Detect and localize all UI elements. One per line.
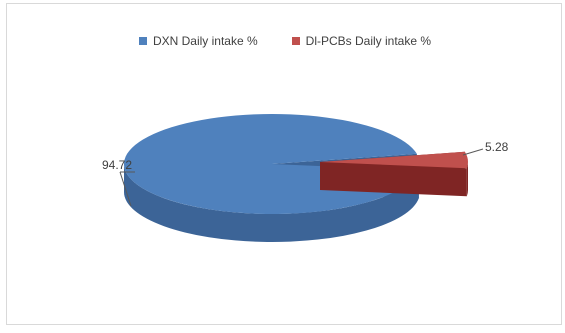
leader-line-dxn (119, 171, 135, 207)
legend-swatch-dxn (138, 37, 147, 45)
data-label-dxn: 94.72 (102, 158, 132, 172)
legend-item-dl-pcbs: Dl-PCBs Daily intake % (291, 34, 432, 48)
legend-swatch-dl-pcbs (291, 37, 300, 45)
pie-slice-dxn-side (124, 164, 419, 242)
chart-area: DXN Daily intake % Dl-PCBs Daily intake … (6, 3, 562, 325)
pie-layer (124, 113, 468, 242)
legend-item-dxn: DXN Daily intake % (138, 34, 258, 48)
pie-slice-dl-pcbs (320, 151, 468, 169)
pie-slice-dl-pcbs-side (466, 162, 468, 197)
leader-line-dl-pcbs (462, 148, 484, 156)
pie-slice-dl-pcbs-wall-end (320, 162, 467, 197)
legend-label-dxn: DXN Daily intake % (152, 34, 258, 48)
data-label-dl-pcbs: 5.28 (485, 140, 509, 154)
pie-chart: 94.72 5.28 (102, 113, 509, 242)
legend: DXN Daily intake % Dl-PCBs Daily intake … (7, 34, 563, 48)
legend-label-dl-pcbs: Dl-PCBs Daily intake % (305, 34, 432, 48)
